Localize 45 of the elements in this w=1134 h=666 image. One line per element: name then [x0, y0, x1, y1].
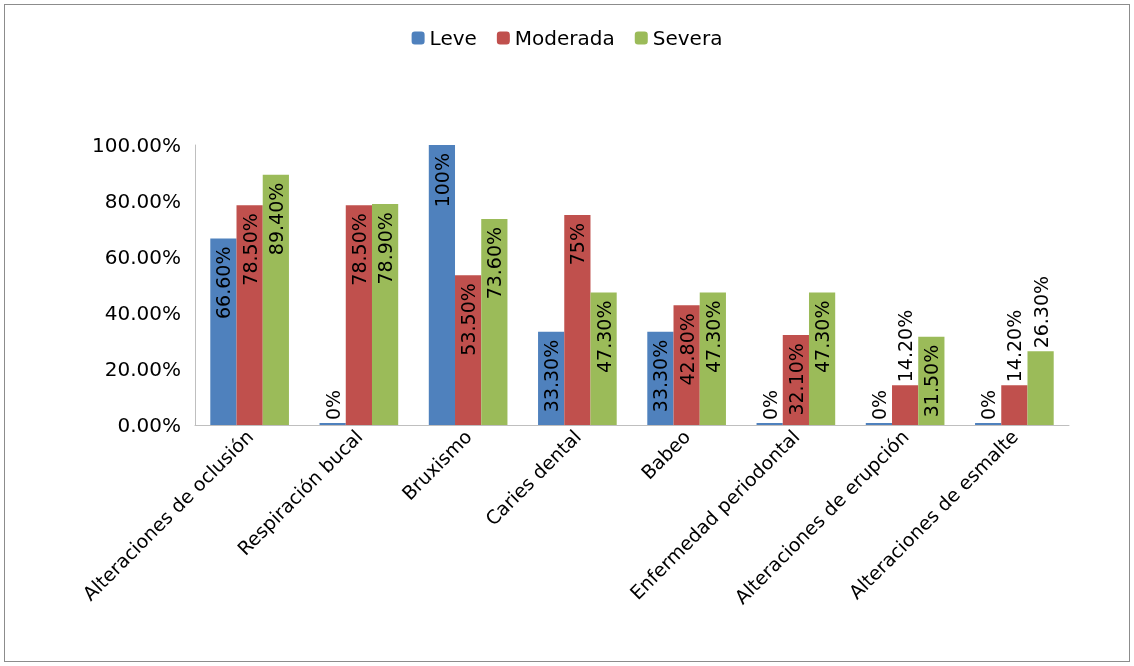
data-label: 89.40% [264, 182, 287, 256]
y-tick-label: 60.00% [104, 245, 181, 269]
bar [564, 215, 591, 425]
data-label: 26.30% [1029, 275, 1052, 349]
data-label: 33.30% [649, 339, 672, 413]
bar [371, 204, 399, 425]
bar [210, 238, 237, 425]
data-label: 33.30% [540, 339, 563, 413]
y-tick-label: 40.00% [104, 301, 181, 325]
data-label: 100% [430, 153, 453, 208]
legend-label: Severa [652, 26, 723, 50]
data-label: 75% [566, 223, 589, 266]
y-tick-label: 80.00% [104, 189, 181, 213]
bar [428, 145, 456, 425]
bar [262, 174, 289, 425]
legend-label: Moderada [514, 26, 615, 50]
data-label: 31.50% [920, 344, 943, 418]
data-label: 53.50% [457, 283, 480, 356]
bar [1027, 351, 1054, 425]
data-label: 14.20% [894, 309, 917, 383]
bar [481, 218, 508, 425]
data-label: 73.60% [483, 226, 506, 300]
bar [345, 205, 372, 425]
data-label: 0% [867, 389, 890, 420]
y-tick-label: 20.00% [104, 357, 181, 381]
y-tick-label: 100.00% [92, 133, 181, 157]
data-label: 47.30% [592, 300, 615, 374]
data-label: 78.90% [374, 212, 397, 285]
data-label: 0% [758, 389, 781, 420]
data-label: 47.30% [811, 300, 834, 374]
data-label: 32.10% [784, 343, 807, 416]
data-label: 0% [977, 389, 1000, 420]
data-label: 0% [321, 389, 344, 420]
data-label: 47.30% [701, 300, 724, 374]
bar [590, 292, 617, 425]
legend-label: Leve [429, 26, 477, 50]
bar [892, 385, 919, 425]
data-label: 42.80% [675, 313, 698, 386]
y-tick-label: 0.00% [117, 413, 181, 437]
data-label: 66.60% [212, 246, 235, 319]
data-label: 14.20% [1003, 309, 1026, 383]
bar [1001, 385, 1028, 425]
data-label: 78.50% [347, 213, 370, 286]
bar [236, 205, 263, 425]
data-label: 78.50% [238, 213, 261, 286]
